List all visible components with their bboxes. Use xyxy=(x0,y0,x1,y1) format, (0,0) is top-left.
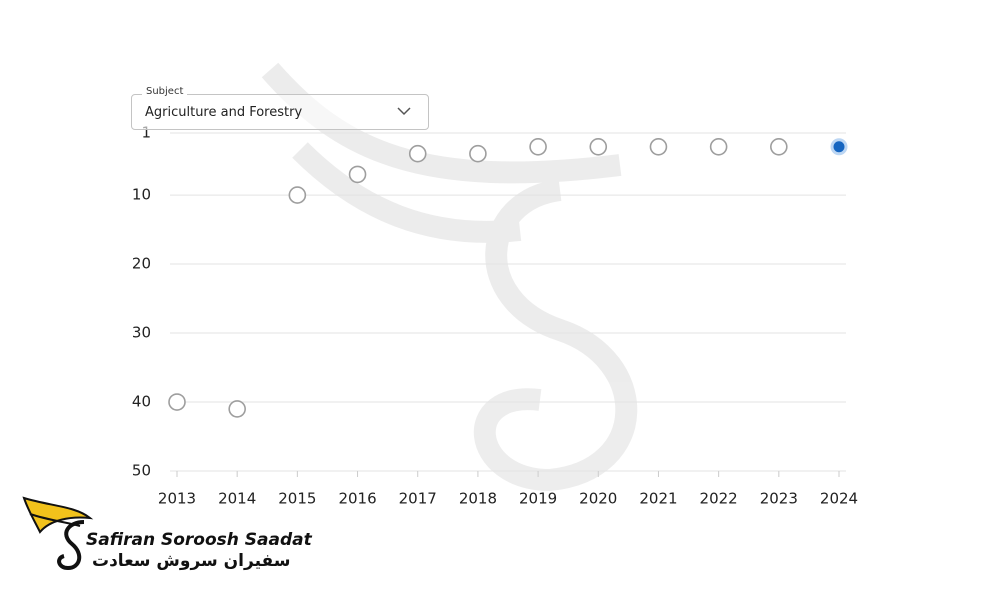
y-tick-label: 20 xyxy=(132,255,151,273)
y-tick-label: 1 xyxy=(141,124,151,142)
logo-name: Safiran Soroosh Saadat xyxy=(86,530,312,550)
dropdown-label: Subject xyxy=(142,86,188,97)
logo-icon xyxy=(22,496,94,571)
x-tick-label: 2021 xyxy=(639,490,677,508)
dropdown-value: Agriculture and Forestry xyxy=(145,105,303,120)
watermark xyxy=(261,62,638,492)
x-tick-label: 2017 xyxy=(399,490,437,508)
logo-name-fa: سفیران سروش سعادت xyxy=(92,551,291,571)
point xyxy=(408,144,427,163)
point xyxy=(288,186,307,204)
point xyxy=(770,137,788,156)
x-tick-label: 2013 xyxy=(158,490,196,508)
point xyxy=(348,165,367,184)
x-tick-label: 2022 xyxy=(700,490,738,508)
point xyxy=(589,137,608,156)
point xyxy=(709,137,728,156)
x-tick-label: 2023 xyxy=(760,490,798,508)
x-tick-label: 2015 xyxy=(278,490,316,508)
x-tick-label: 2024 xyxy=(820,490,858,508)
x-tick-label: 2019 xyxy=(519,490,557,508)
y-tick-label: 10 xyxy=(132,186,151,204)
point xyxy=(469,144,487,163)
y-tick-label: 30 xyxy=(132,324,151,342)
subject-dropdown[interactable]: Subject Agriculture and Forestry xyxy=(131,86,429,130)
point xyxy=(228,400,246,418)
x-tick-label: 2018 xyxy=(459,490,497,508)
x-tick-label: 2020 xyxy=(579,490,617,508)
y-tick-label: 40 xyxy=(132,393,151,411)
chevron xyxy=(397,107,411,116)
x-tick-label: 2016 xyxy=(338,490,376,508)
point xyxy=(649,137,668,156)
selected-point xyxy=(830,138,848,156)
point xyxy=(168,393,186,411)
y-tick-label: 50 xyxy=(132,462,151,480)
x-tick-label: 2014 xyxy=(218,490,256,508)
point xyxy=(529,137,547,156)
